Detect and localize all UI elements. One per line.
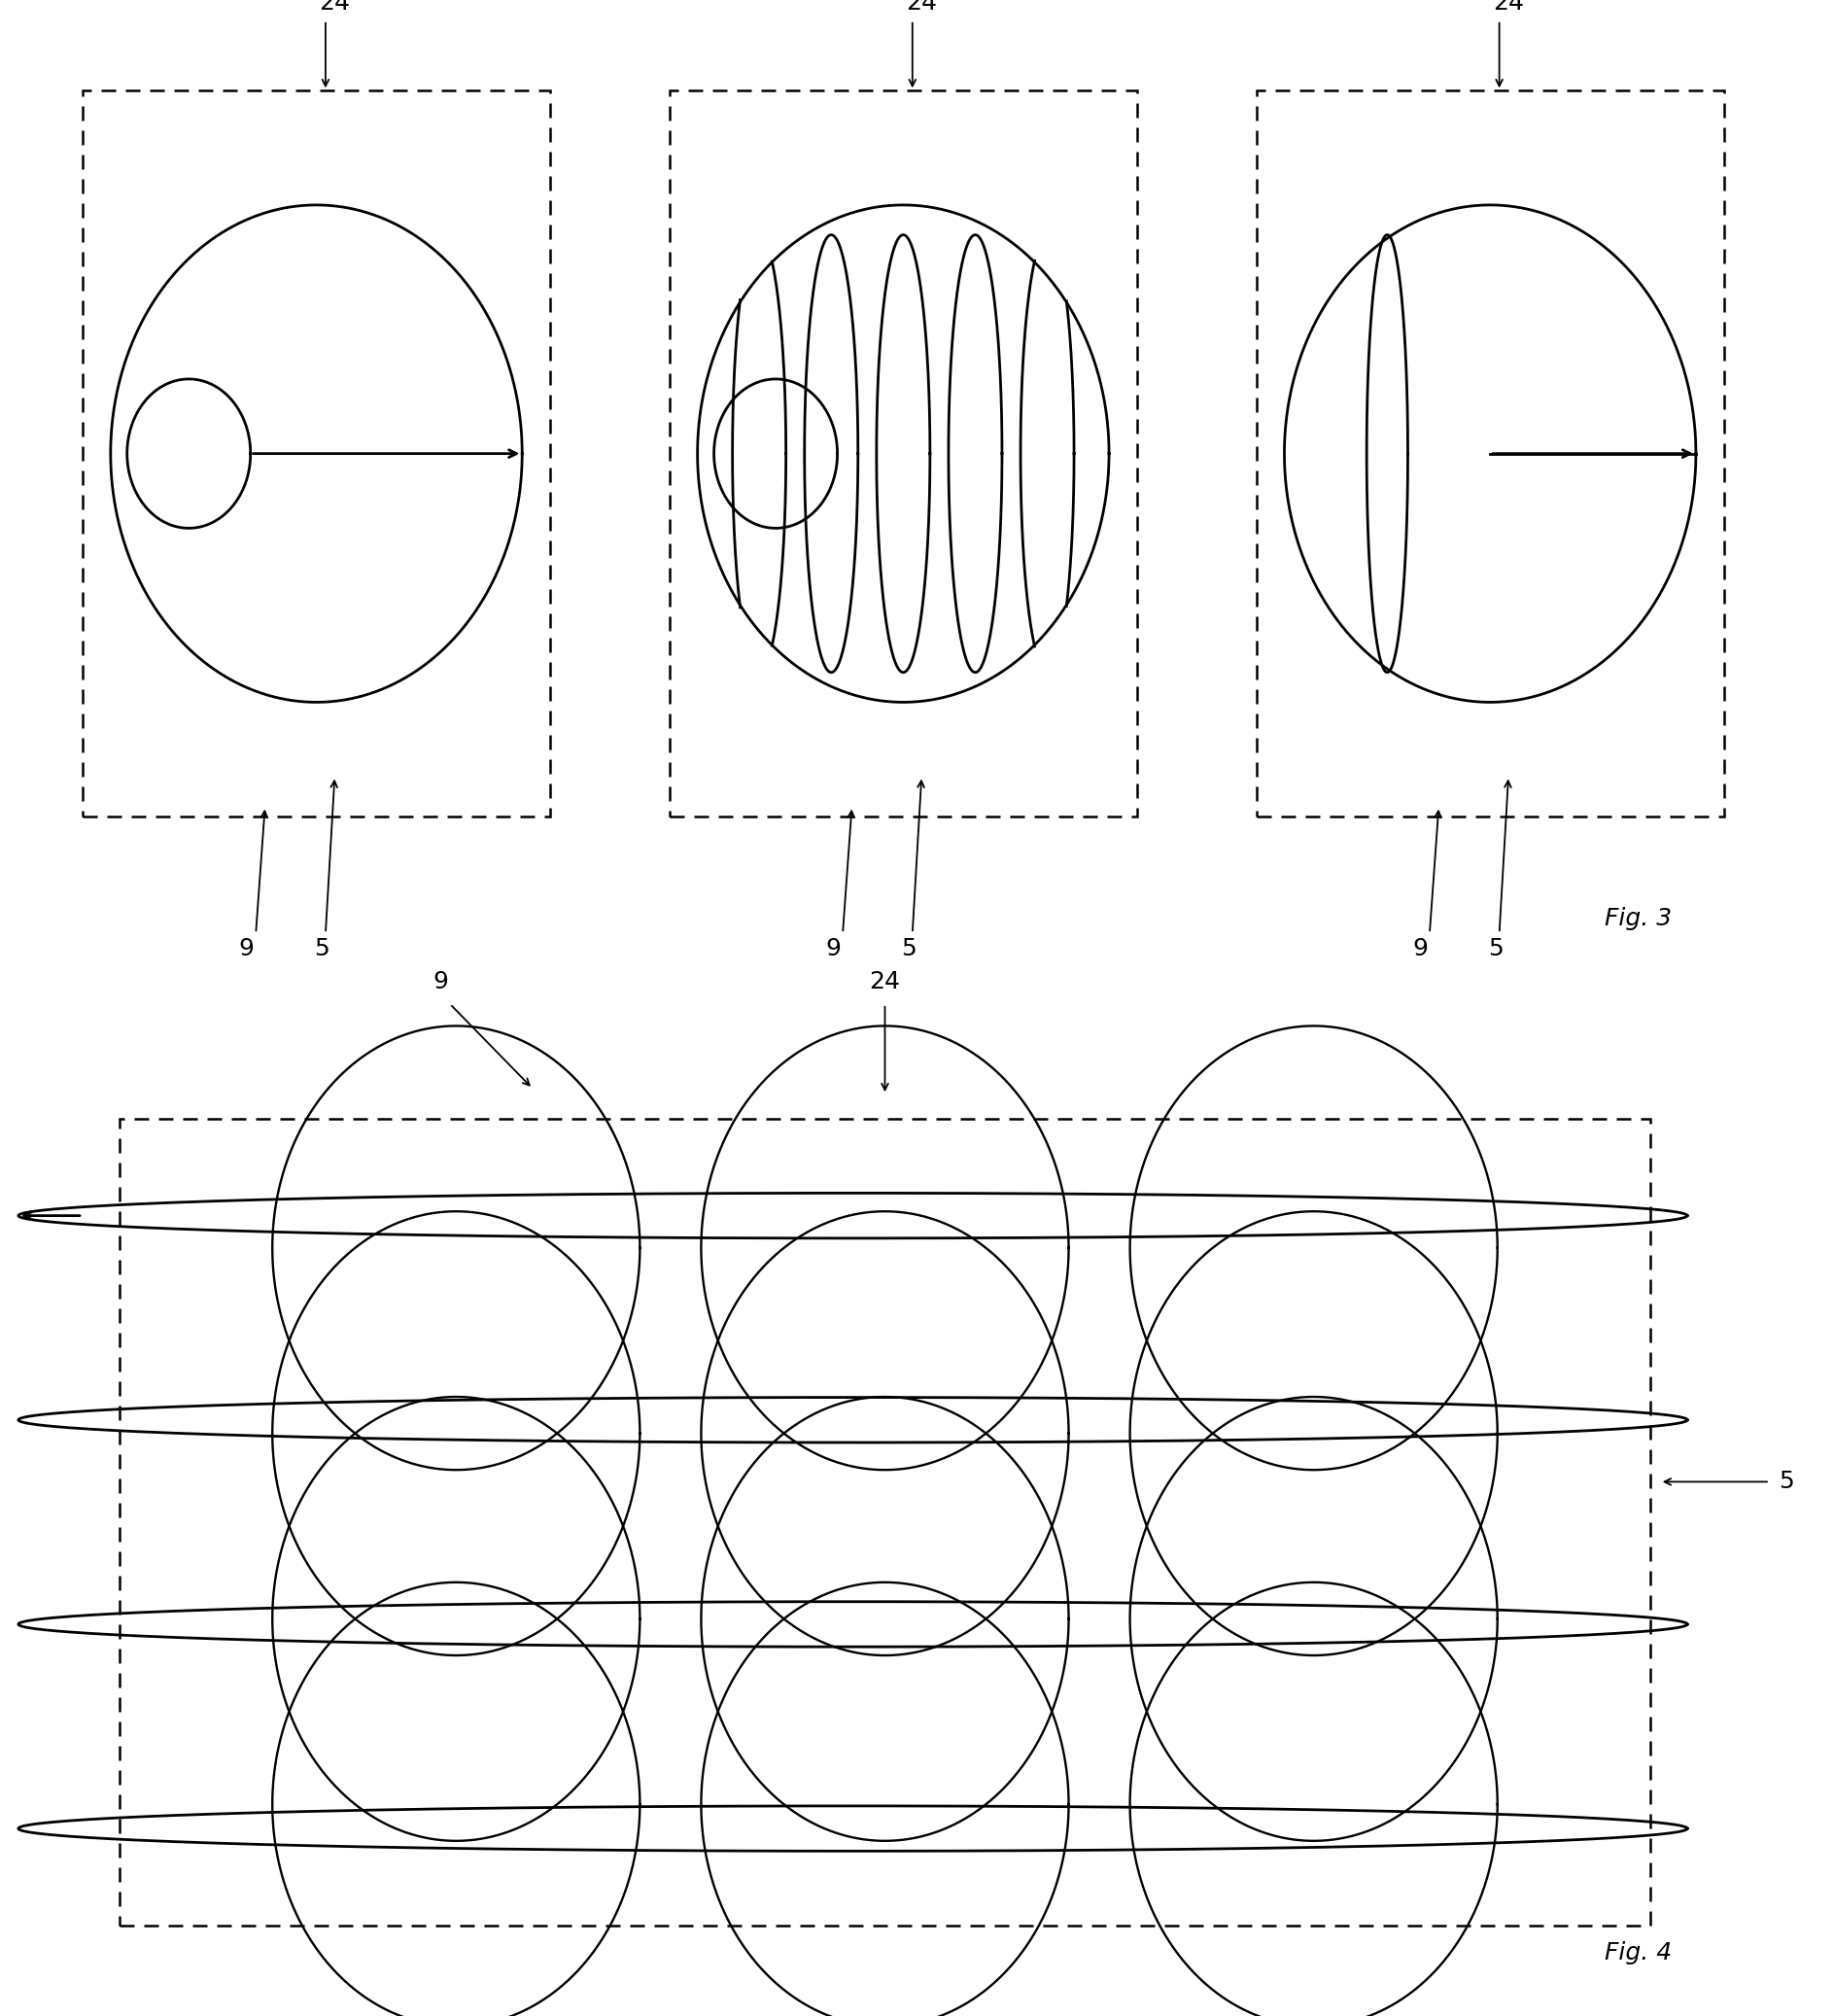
Text: Fig. 4: Fig. 4 xyxy=(1605,1941,1673,1966)
Text: 24: 24 xyxy=(319,0,350,14)
Text: 5: 5 xyxy=(900,937,917,962)
Bar xyxy=(119,1119,1651,1925)
Text: 5: 5 xyxy=(314,937,330,962)
Text: 9: 9 xyxy=(238,937,255,962)
Text: 24: 24 xyxy=(869,970,900,994)
Text: 24: 24 xyxy=(1493,0,1524,14)
Text: 5: 5 xyxy=(1487,937,1504,962)
Text: Fig. 3: Fig. 3 xyxy=(1605,907,1673,931)
Text: 9: 9 xyxy=(433,970,449,994)
Text: 5: 5 xyxy=(1779,1470,1794,1494)
Bar xyxy=(83,91,550,816)
Bar xyxy=(669,91,1137,816)
Text: 24: 24 xyxy=(906,0,937,14)
Text: 9: 9 xyxy=(825,937,842,962)
Bar xyxy=(1256,91,1724,816)
Text: 9: 9 xyxy=(1412,937,1429,962)
